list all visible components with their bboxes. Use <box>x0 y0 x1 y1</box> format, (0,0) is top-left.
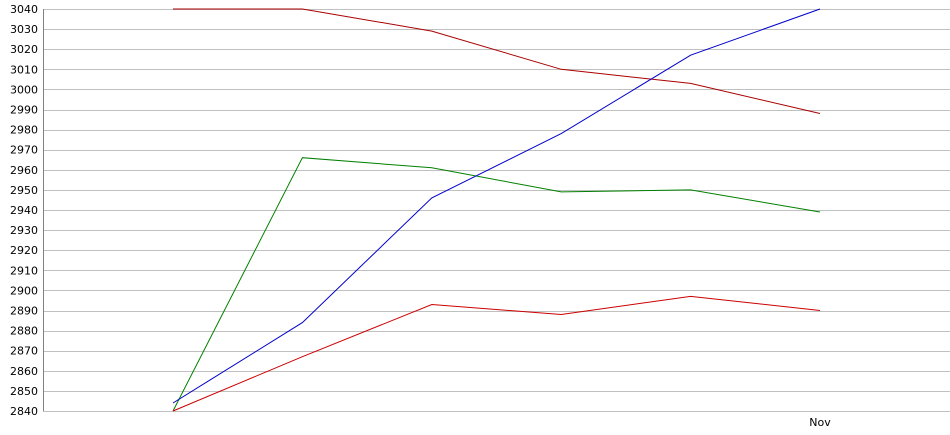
series-line-4 <box>172 295 821 412</box>
y-tick-label: 3040 <box>10 3 38 16</box>
y-tick-label: 2870 <box>10 345 38 358</box>
y-tick-label: 3010 <box>10 63 38 76</box>
y-tick-label: 2990 <box>10 104 38 117</box>
y-tick-label: 2910 <box>10 264 38 277</box>
x-tick-label: Nov <box>809 416 831 429</box>
y-tick-label: 2840 <box>10 405 38 418</box>
y-tick-label: 2880 <box>10 325 38 338</box>
y-tick-label: 2890 <box>10 305 38 318</box>
y-tick-label: 2960 <box>10 164 38 177</box>
y-tick-label: 2860 <box>10 365 38 378</box>
y-tick-label: 2950 <box>10 184 38 197</box>
x-tick-labels: Nov <box>809 416 831 429</box>
y-tick-label: 2930 <box>10 224 38 237</box>
series-lines <box>172 8 821 412</box>
series-line-1 <box>173 8 821 114</box>
y-tick-label: 2980 <box>10 124 38 137</box>
y-tick-label: 3030 <box>10 23 38 36</box>
y-tick-label: 2900 <box>10 284 38 297</box>
y-tick-label: 2970 <box>10 144 38 157</box>
grid-lines <box>43 9 950 412</box>
y-tick-label: 2940 <box>10 204 38 217</box>
y-tick-label: 2850 <box>10 385 38 398</box>
y-tick-label: 3020 <box>10 43 38 56</box>
y-tick-label: 3000 <box>10 83 38 96</box>
series-line-3 <box>172 8 821 404</box>
series-line-2 <box>172 157 821 412</box>
y-tick-labels: 2840 2850 2860 2870 2880 2890 2900 2910 2920 2930… <box>10 3 38 418</box>
y-tick-label: 2920 <box>10 244 38 257</box>
